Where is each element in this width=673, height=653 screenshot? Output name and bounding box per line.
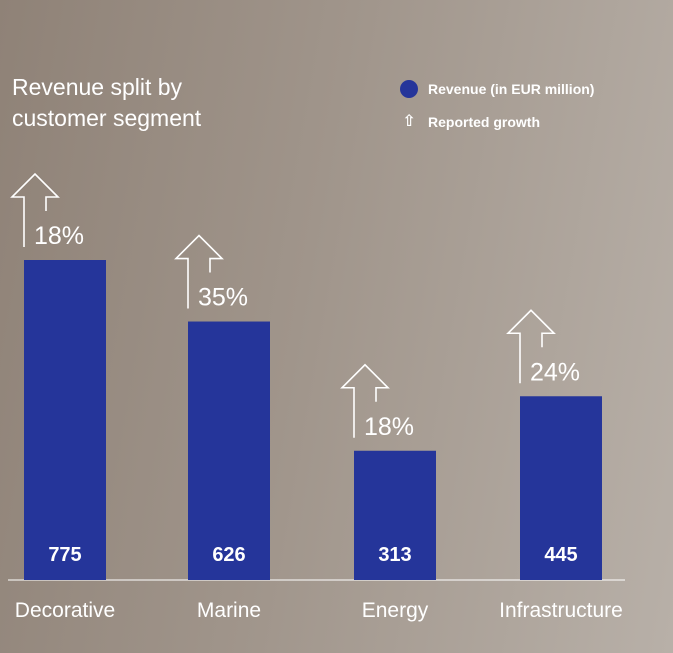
bar-decorative	[24, 260, 106, 580]
bar-infrastructure	[520, 396, 602, 580]
chart-title: Revenue split by customer segment	[12, 72, 272, 134]
bar-value-decorative: 775	[48, 544, 81, 566]
legend: Revenue (in EUR million) ⇧ Reported grow…	[400, 78, 594, 144]
bar-energy	[354, 450, 436, 580]
category-label-marine: Marine	[197, 599, 261, 622]
growth-arrow-icon-infrastructure	[506, 309, 556, 384]
bar-value-energy: 313	[378, 544, 411, 566]
growth-arrow-icon-decorative	[10, 172, 60, 248]
bar-marine	[188, 321, 270, 580]
chart-title-line-1: Revenue split by	[12, 74, 183, 100]
growth-label-marine: 35%	[198, 284, 248, 312]
legend-swatch-revenue	[400, 79, 418, 98]
category-label-decorative: Decorative	[15, 599, 115, 622]
growth-arrow-icon-energy	[340, 363, 390, 438]
bar-value-marine: 626	[212, 544, 245, 566]
legend-item-revenue: Revenue (in EUR million)	[400, 78, 594, 99]
up-arrow-icon: ⇧	[402, 112, 416, 130]
legend-label-revenue: Revenue (in EUR million)	[428, 80, 595, 97]
growth-label-infrastructure: 24%	[530, 358, 580, 386]
category-label-infrastructure: Infrastructure	[499, 599, 623, 622]
legend-item-growth: ⇧ Reported growth	[400, 111, 594, 132]
growth-arrow-icon-marine	[174, 234, 224, 309]
chart-title-line-2: customer segment	[12, 105, 202, 131]
legend-label-growth: Reported growth	[428, 113, 540, 130]
growth-label-decorative: 18%	[34, 222, 84, 250]
bar-value-infrastructure: 445	[544, 544, 577, 566]
category-label-energy: Energy	[362, 599, 429, 622]
growth-label-energy: 18%	[364, 413, 414, 441]
